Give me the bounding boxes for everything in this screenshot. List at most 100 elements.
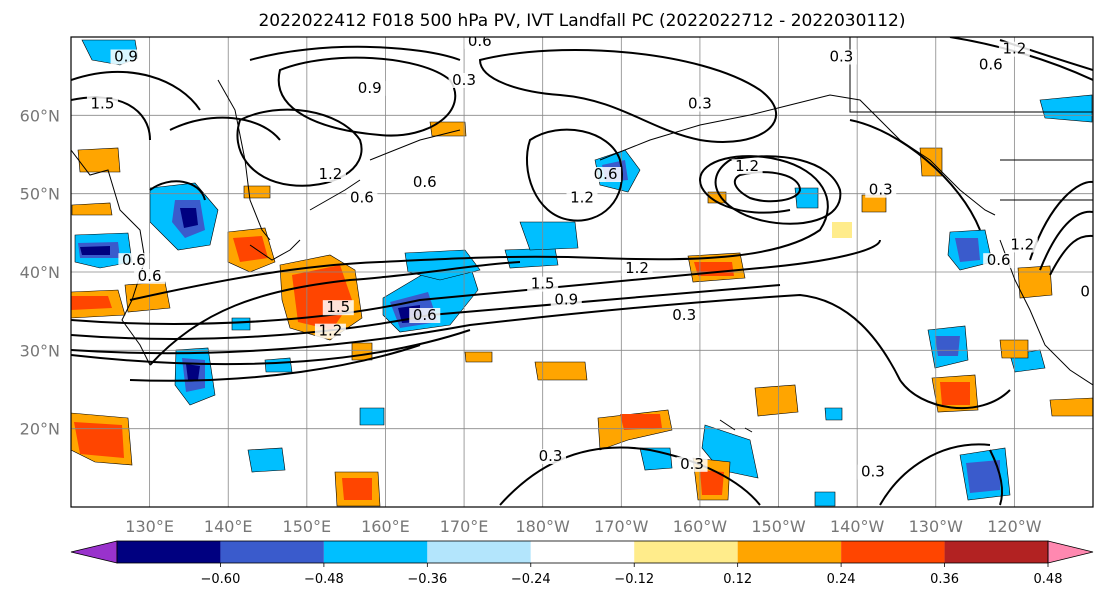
contour-label-bg	[621, 261, 653, 276]
contour-label-bg	[684, 96, 716, 112]
colorbar-tick-label: −0.24	[511, 572, 551, 587]
lon-tick-label: 120°W	[987, 517, 1042, 536]
map-frame	[70, 36, 1094, 508]
contour-label: 0.9	[114, 48, 138, 66]
contour-label: 0.6	[122, 251, 146, 269]
lat-tick-label: 60°N	[20, 106, 60, 125]
contour-label: 1.2	[570, 189, 594, 207]
colorbar-segment	[634, 541, 738, 563]
contour-label: 1.2	[1002, 40, 1026, 58]
contour-label-bg	[527, 276, 559, 292]
contour-label-bg	[464, 37, 496, 49]
contour-label-bg	[322, 300, 354, 316]
contour-label: 1.5	[531, 275, 555, 293]
contour-label-bg	[975, 57, 1007, 73]
colorbar-tick-label: 0.48	[1034, 572, 1063, 587]
contour-label: 0.9	[358, 79, 382, 97]
colorbar-frame	[116, 540, 1049, 564]
colorbar-extend-min	[70, 540, 118, 564]
contour-label: 0.6	[987, 251, 1011, 269]
contour-label: 1.2	[625, 259, 649, 277]
contour-label-bg	[865, 182, 897, 198]
graticule	[71, 37, 1093, 507]
contour-label-bg	[1006, 237, 1038, 253]
contour-label: 0.3	[539, 447, 563, 465]
map-area: 0.91.50.61.2 0.60.9 0.30.61.20.60.31.20.30…	[71, 32, 1093, 507]
lat-tick-label: 40°N	[20, 263, 60, 282]
contour-label-bg	[825, 49, 857, 65]
contour-label-bg	[566, 190, 598, 206]
contour-label-bg	[1078, 284, 1092, 300]
colorbar-tick-label: 0.36	[930, 572, 959, 587]
contour-label-bg	[535, 449, 567, 464]
lon-tick-label: 140°E	[204, 517, 253, 536]
contour-label: 0.6	[594, 165, 618, 183]
colorbar-tick-label: −0.48	[304, 572, 344, 587]
contour-labels: 0.91.50.61.2 0.60.9 0.30.61.20.60.31.20.30…	[86, 32, 1092, 481]
colorbar-segment	[427, 541, 531, 563]
axis-tick-labels: 130°E 140°E 150°E 160°E 170°E 180°W 170°W 160°W…	[20, 106, 1042, 536]
contour-label: 0.3	[680, 455, 704, 473]
contour-label-bg	[857, 464, 889, 480]
colorbar-tick-label: 0.12	[723, 572, 752, 587]
contour-label-bg	[590, 167, 622, 182]
lon-tick-label: 170°E	[440, 517, 489, 536]
contour-label-bg	[983, 253, 1015, 269]
lon-tick-label: 150°E	[283, 517, 332, 536]
contour-label: 1.2	[319, 322, 343, 340]
contour-label-bg	[110, 49, 142, 65]
lon-tick-label: 160°W	[673, 517, 728, 536]
colorbar-tick-label: −0.36	[407, 572, 447, 587]
contour-label: 1.2	[735, 157, 759, 175]
contour-label: 1.2	[1010, 236, 1034, 254]
contour-label: 0.6	[979, 55, 1003, 73]
contour-label: 1.2	[319, 165, 343, 183]
lon-tick-label: 170°W	[594, 517, 649, 536]
colorbar-segment	[117, 541, 221, 563]
colorbar-segment	[530, 541, 635, 563]
colorbar-tick-label: 0.24	[827, 572, 856, 587]
contour-label: 0.3	[861, 463, 885, 481]
lon-tick-label: 130°E	[125, 517, 174, 536]
contour-label-bg	[676, 456, 708, 472]
lon-tick-label: 180°W	[516, 517, 571, 536]
colorbar-tick-label: −0.12	[614, 572, 654, 587]
contour-label: 0.6	[350, 189, 374, 207]
lat-tick-label: 20°N	[20, 420, 60, 439]
contour-label-bg	[409, 174, 441, 190]
contour-label: 0.9	[554, 290, 578, 308]
colorbar-tick-label: −0.60	[201, 572, 241, 587]
contour-label: 0.3	[830, 48, 854, 66]
contour-label-bg	[550, 292, 582, 308]
colorbar-segment	[737, 541, 842, 563]
colorbar: −0.60 −0.48 −0.36 −0.24 −0.12 0.12 0.24 0.36 0.4…	[70, 540, 1094, 587]
contour-label-bg	[668, 308, 700, 323]
contour-label-bg	[314, 167, 346, 182]
lat-tick-label: 50°N	[20, 185, 60, 204]
contour-label-bg	[731, 159, 763, 175]
contour-label: 0.3	[869, 181, 893, 199]
contour-label-bg	[134, 268, 166, 284]
lat-tick-label: 30°N	[20, 341, 60, 360]
contour-label: 0.3	[452, 71, 476, 89]
lon-tick-label: 160°E	[361, 517, 410, 536]
lon-tick-label: 150°W	[751, 517, 806, 536]
contour-label-bg	[409, 308, 441, 323]
contour-label: 0.6	[138, 267, 162, 285]
contour-label: 0	[1080, 283, 1090, 301]
colorbar-segment	[841, 541, 945, 563]
colorbar-extend-max	[1047, 540, 1094, 564]
figure-title: 2022022412 F018 500 hPa PV, IVT Landfall…	[258, 11, 905, 31]
contour-label-bg	[118, 253, 150, 269]
contour-label-bg	[314, 323, 346, 339]
contour-label-bg	[998, 41, 1030, 57]
contour-label: 1.5	[326, 298, 350, 316]
contour-label: 0.6	[413, 173, 437, 191]
lon-tick-label: 140°W	[830, 517, 885, 536]
contour-label: 0.3	[672, 306, 696, 324]
contour-label-bg	[346, 190, 378, 206]
contour-label: 0.6	[468, 32, 492, 50]
lon-tick-label: 130°W	[909, 517, 964, 536]
contour-label: 1.5	[91, 95, 115, 113]
